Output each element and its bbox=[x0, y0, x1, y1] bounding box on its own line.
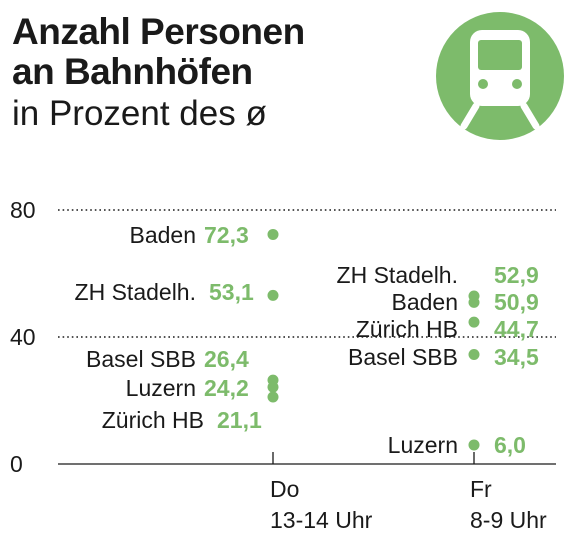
point-value-label: 26,4 bbox=[204, 346, 249, 372]
point-name-label: Zürich HB bbox=[102, 407, 204, 433]
chart-title: Anzahl Personen an Bahnhöfen bbox=[12, 12, 305, 92]
point-value-label: 44,7 bbox=[494, 316, 539, 342]
point-value-label: 6,0 bbox=[494, 432, 526, 458]
point-name-label: Basel SBB bbox=[86, 346, 196, 372]
chart-subtitle: in Prozent des ø bbox=[12, 94, 267, 133]
point-value-label: 21,1 bbox=[217, 407, 262, 433]
point-name-label: Luzern bbox=[388, 432, 458, 458]
point-name-label: Baden bbox=[129, 222, 196, 248]
point-value-label: 52,9 bbox=[494, 262, 539, 288]
point-value-label: 50,9 bbox=[494, 289, 539, 315]
data-point bbox=[468, 316, 480, 328]
x-category-sublabel: 13-14 Uhr bbox=[270, 507, 373, 533]
data-point bbox=[468, 296, 480, 308]
data-point bbox=[267, 228, 279, 240]
point-name-label: Luzern bbox=[126, 375, 196, 401]
train-icon bbox=[436, 12, 564, 140]
data-point bbox=[267, 381, 279, 393]
data-point bbox=[468, 439, 480, 451]
x-category-label: Fr bbox=[470, 476, 492, 502]
y-tick-label: 0 bbox=[10, 451, 23, 477]
point-name-label: Zürich HB bbox=[356, 316, 458, 342]
y-tick-label: 40 bbox=[10, 324, 36, 350]
point-name-label: ZH Stadelh. bbox=[337, 262, 458, 288]
point-value-label: 53,1 bbox=[209, 279, 254, 305]
point-value-label: 24,2 bbox=[204, 375, 249, 401]
point-name-label: Baden bbox=[391, 289, 458, 315]
chart-title-line-1: Anzahl Personen bbox=[12, 11, 305, 52]
point-name-label: Basel SBB bbox=[348, 344, 458, 370]
data-point bbox=[267, 391, 279, 403]
data-point bbox=[267, 289, 279, 301]
x-category-sublabel: 8-9 Uhr bbox=[470, 507, 547, 533]
data-point bbox=[468, 348, 480, 360]
x-category-label: Do bbox=[270, 476, 299, 502]
chart-title-line-2: an Bahnhöfen bbox=[12, 51, 253, 92]
y-tick-label: 80 bbox=[10, 197, 36, 223]
point-value-label: 72,3 bbox=[204, 222, 249, 248]
point-value-label: 34,5 bbox=[494, 344, 539, 370]
point-name-label: ZH Stadelh. bbox=[75, 279, 196, 305]
